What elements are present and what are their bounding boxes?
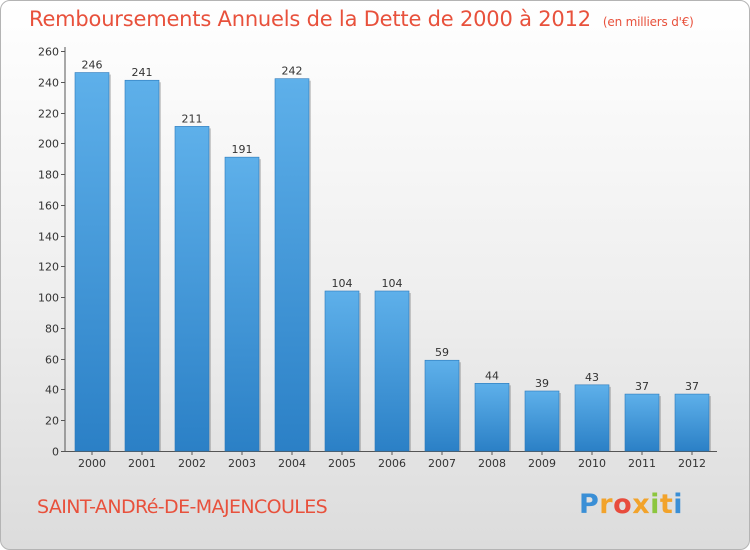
x-tick-label: 2009 xyxy=(528,457,556,470)
bar[interactable] xyxy=(624,393,660,452)
bar-value-label: 44 xyxy=(485,369,499,382)
y-tick-label: 200 xyxy=(38,138,59,151)
bar-value-label: 39 xyxy=(535,377,549,390)
x-tick-label: 2010 xyxy=(578,457,606,470)
bar[interactable] xyxy=(424,359,460,452)
bar[interactable] xyxy=(174,126,210,452)
axes: 0 20 40 60 80 100 120 140 160 180 200 220 240 260 2000… xyxy=(38,46,717,470)
proxiti-logo: Proxiti xyxy=(579,489,683,520)
bar-value-label: 104 xyxy=(382,277,403,290)
logo-letter: i xyxy=(650,489,660,520)
bar-value-label: 246 xyxy=(82,59,103,72)
bar-value-label: 37 xyxy=(635,380,649,393)
bar-value-label: 104 xyxy=(332,277,353,290)
y-tick-label: 160 xyxy=(38,200,59,213)
x-tick-label: 2011 xyxy=(628,457,656,470)
y-tick-label: 260 xyxy=(38,46,59,59)
y-tick-label: 20 xyxy=(45,415,59,428)
y-tick-label: 100 xyxy=(38,292,59,305)
logo-letter: x xyxy=(632,489,651,520)
x-tick-label: 2006 xyxy=(378,457,406,470)
x-tick-label: 2012 xyxy=(678,457,706,470)
x-tick-label: 2007 xyxy=(428,457,456,470)
y-tick-label: 240 xyxy=(38,77,59,90)
bar-value-label: 242 xyxy=(282,65,303,78)
chart-title: Remboursements Annuels de la Dette de 20… xyxy=(29,7,694,31)
x-tick-label: 2005 xyxy=(328,457,356,470)
y-tick-label: 0 xyxy=(52,446,59,459)
bar[interactable] xyxy=(574,384,610,452)
bar-value-label: 43 xyxy=(585,371,599,384)
bar[interactable] xyxy=(374,290,410,452)
x-tick-label: 2003 xyxy=(228,457,256,470)
bar-value-label: 241 xyxy=(132,66,153,79)
y-tick-label: 180 xyxy=(38,169,59,182)
x-tick-label: 2002 xyxy=(178,457,206,470)
bar-value-label: 37 xyxy=(685,380,699,393)
logo-letter: P xyxy=(579,489,600,520)
commune-name: SAINT-ANDRé-DE-MAJENCOULES xyxy=(37,496,328,518)
y-tick-label: 40 xyxy=(45,384,59,397)
bar[interactable] xyxy=(274,78,310,452)
bar[interactable] xyxy=(124,79,160,452)
x-tick-label: 2008 xyxy=(478,457,506,470)
logo-letter: o xyxy=(613,489,633,520)
bar[interactable] xyxy=(524,390,560,452)
y-tick-label: 140 xyxy=(38,231,59,244)
logo-letter: i xyxy=(673,489,684,520)
y-tick-label: 120 xyxy=(38,261,59,274)
y-tick-label: 80 xyxy=(45,323,59,336)
bar-value-label: 191 xyxy=(232,143,253,156)
bar[interactable] xyxy=(324,290,360,452)
y-tick-label: 220 xyxy=(38,108,59,121)
x-tick-label: 2004 xyxy=(278,457,306,470)
title-text: Remboursements Annuels de la Dette de 20… xyxy=(29,7,591,31)
bar[interactable] xyxy=(74,72,110,452)
x-tick-label: 2001 xyxy=(128,457,156,470)
bar[interactable] xyxy=(474,383,510,452)
logo-letter: t xyxy=(659,489,674,520)
unit-label: (en milliers d'€) xyxy=(602,15,694,29)
bar[interactable] xyxy=(224,156,260,452)
bar[interactable] xyxy=(674,393,710,452)
x-tick-label: 2000 xyxy=(78,457,106,470)
logo-letter: r xyxy=(599,489,614,520)
bar-value-label: 211 xyxy=(182,112,203,125)
bars: 246 241 211 191 242 104 104 59 44 39 43 37 37 xyxy=(74,59,711,452)
y-tick-label: 60 xyxy=(45,354,59,367)
bar-value-label: 59 xyxy=(435,346,449,359)
